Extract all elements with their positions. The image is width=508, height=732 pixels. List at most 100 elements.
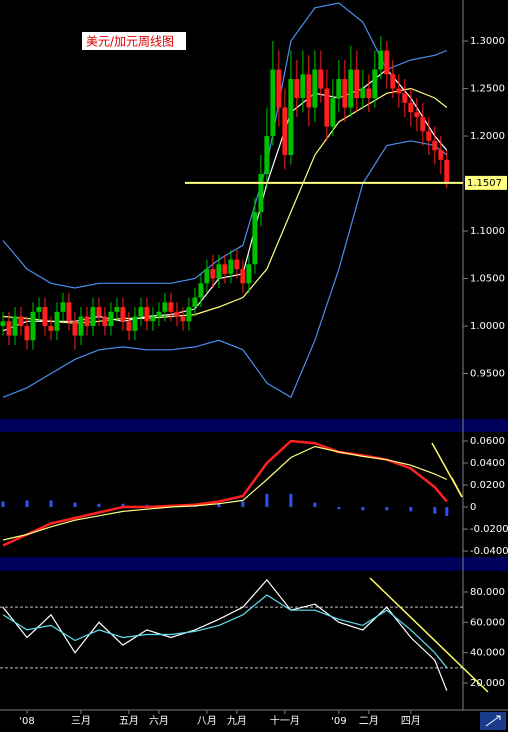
candle-body [234, 259, 240, 270]
candle-body [144, 307, 150, 322]
candle-body [36, 307, 42, 312]
candle-body [342, 79, 348, 108]
candle-body [210, 269, 216, 279]
histogram-bar [73, 502, 77, 508]
price-label: 1.1507 [467, 178, 502, 189]
chart-title: 美元/加元周线图 [86, 35, 174, 49]
indicator-line [2, 445, 448, 541]
candle-body [192, 297, 198, 308]
candle-body [168, 302, 174, 312]
candle-body [48, 326, 54, 331]
histogram-bar [241, 501, 245, 508]
y-tick-label: -0.0400 [470, 546, 508, 557]
candle-body [108, 311, 114, 327]
candle-body [150, 316, 156, 322]
y-tick-label: 1.1000 [470, 226, 505, 237]
candle-body [228, 259, 234, 274]
candle-body [348, 69, 354, 108]
candle-body [84, 316, 90, 327]
candle-body [42, 307, 48, 327]
candle-body [216, 264, 222, 279]
y-tick-label: -0.0200 [470, 524, 508, 535]
indicator-line [2, 68, 448, 332]
candle-body [264, 136, 270, 175]
x-tick-label: 八月 [197, 715, 217, 727]
x-tick-label: 六月 [149, 715, 169, 727]
candle-body [300, 74, 306, 99]
y-tick-label: 1.2000 [470, 131, 505, 142]
y-tick-label: 0.0600 [470, 436, 505, 447]
candle-body [138, 307, 144, 317]
candle-body [444, 159, 450, 184]
candle-body [330, 98, 336, 127]
y-tick-label: 60.000 [470, 617, 505, 628]
candle-body [276, 69, 282, 108]
candle-body [120, 307, 126, 322]
y-tick-label: 1.2500 [470, 84, 505, 95]
tool-icon [485, 715, 501, 727]
indicator-line [2, 140, 448, 399]
candle-body [324, 88, 330, 127]
histogram-bar [1, 501, 5, 508]
histogram-bar [409, 507, 413, 512]
candle-body [24, 326, 30, 341]
panel-separator [0, 419, 508, 432]
candle-body [54, 311, 60, 331]
histogram-bar [217, 503, 221, 508]
annotation-arrow [451, 477, 463, 498]
candle-body [318, 69, 324, 89]
histogram-bar [445, 507, 449, 516]
candle-body [72, 321, 78, 336]
candle-body [378, 50, 384, 70]
candle-body [426, 131, 432, 141]
candle-body [96, 307, 102, 317]
candle-body [12, 316, 18, 336]
candle-body [114, 307, 120, 312]
candle-body [354, 69, 360, 99]
candle-body [30, 311, 36, 341]
x-tick-label: 三月 [71, 715, 91, 727]
histogram-bar [313, 502, 317, 508]
candle-body [390, 74, 396, 89]
candle-body [336, 79, 342, 99]
histogram-bar [25, 500, 29, 508]
x-tick-label: 二月 [359, 715, 379, 727]
y-tick-label: 0.9500 [470, 369, 505, 380]
y-tick-label: 1.0000 [470, 321, 505, 332]
candle-body [312, 69, 318, 108]
candle-body [0, 321, 6, 327]
x-tick-label: 九月 [227, 715, 247, 727]
indicator-line [2, 594, 448, 669]
candle-body [288, 79, 294, 156]
y-tick-label: 0.0200 [470, 480, 505, 491]
x-tick-label: '08 [19, 716, 34, 727]
candle-body [282, 107, 288, 156]
histogram-bar [97, 503, 101, 508]
x-tick-label: 十一月 [270, 714, 300, 727]
candle-body [258, 174, 264, 213]
candle-body [384, 50, 390, 75]
candle-body [186, 307, 192, 322]
candle-body [372, 69, 378, 99]
indicator-line [2, 439, 448, 547]
candle-body [252, 212, 258, 265]
candle-body [270, 69, 276, 137]
histogram-bar [385, 507, 389, 511]
candle-body [174, 311, 180, 317]
candle-body [6, 321, 12, 336]
y-tick-label: 0.0400 [470, 458, 505, 469]
candle-body [180, 316, 186, 322]
title-box [82, 32, 186, 50]
candle-body [162, 302, 168, 312]
histogram-bar [49, 500, 53, 508]
candle-body [396, 88, 402, 94]
indicator-line [2, 87, 448, 324]
price-label-box [465, 175, 507, 190]
indicator-line [2, 578, 448, 691]
histogram-bar [121, 503, 125, 508]
candle-body [126, 321, 132, 331]
candle-body [132, 316, 138, 331]
candle-body [360, 88, 366, 99]
